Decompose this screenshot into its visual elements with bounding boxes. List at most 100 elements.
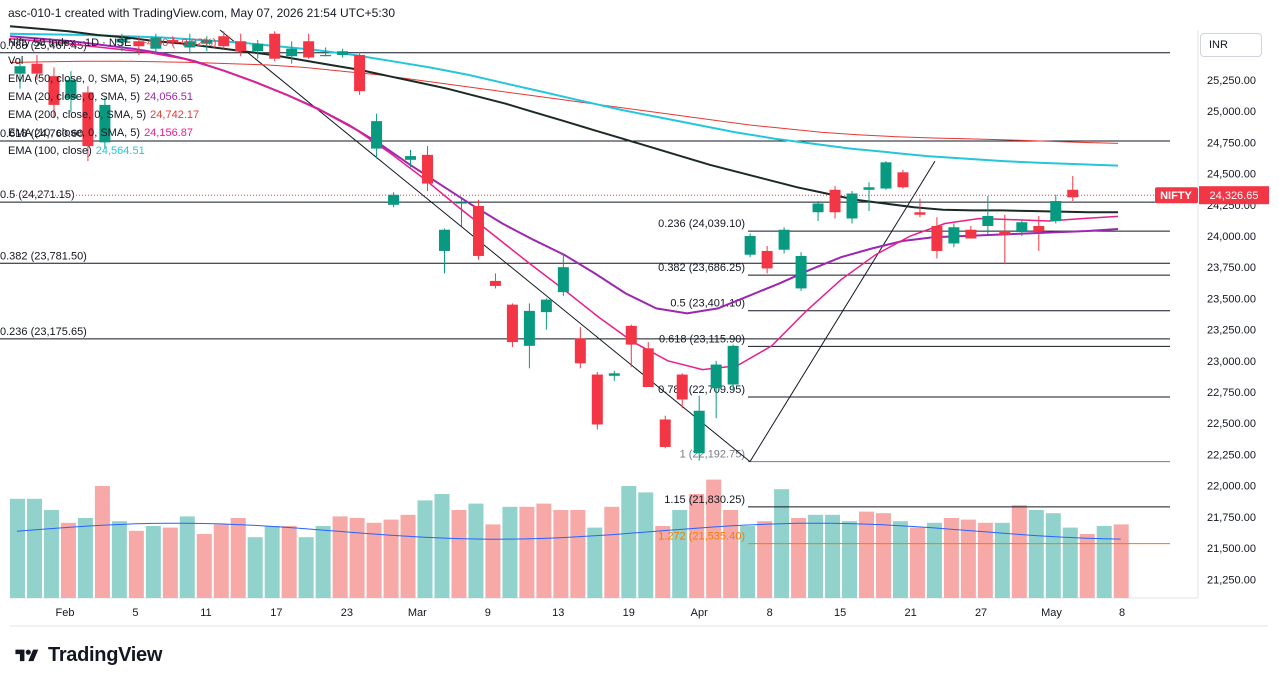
fib-level-label: 0.236 (23,175.65) — [0, 326, 87, 338]
candle-body — [489, 280, 501, 286]
tradingview-logo-icon — [15, 649, 39, 661]
indicator-label: EMA (50, close, 0, SMA, 5) — [8, 73, 141, 85]
candle-body — [184, 41, 196, 48]
indicator-ema50[interactable]: EMA (50, close, 0, SMA, 5) 24,190.65 — [8, 70, 216, 88]
volume-bar — [366, 522, 382, 598]
candle-body — [591, 374, 603, 425]
candle-body — [472, 206, 484, 256]
candle-body — [405, 156, 417, 160]
volume-bar — [26, 498, 42, 598]
x-tick-label: May — [1041, 607, 1062, 619]
candle-body — [252, 43, 264, 52]
candle-body — [778, 229, 790, 250]
candle-body — [880, 162, 892, 189]
candle-body — [286, 48, 298, 57]
ema100-line — [9, 32, 1119, 167]
candle-body — [693, 410, 705, 454]
volume-bar — [943, 518, 959, 598]
candle-body — [337, 51, 349, 55]
candle-body — [676, 374, 688, 400]
volume-bar — [1045, 513, 1061, 598]
trend-line-up — [749, 160, 936, 462]
candle-body — [354, 54, 366, 92]
candle-body — [608, 373, 620, 376]
volume-bar — [994, 522, 1010, 598]
volume-bar — [638, 492, 654, 598]
symbol-line[interactable]: Nifty 50 Index · 1D · NSE −4.30 (−0.02%) — [8, 34, 216, 52]
fib-level-label: 0.236 (24,039.10) — [658, 218, 745, 230]
candle-body — [642, 348, 654, 388]
candle-body — [218, 36, 230, 47]
x-tick-label: 8 — [767, 607, 773, 619]
volume-bar — [502, 506, 518, 598]
symbol-text: Nifty 50 Index · 1D · NSE — [8, 37, 132, 49]
candle-body — [540, 299, 552, 313]
candle-body — [99, 104, 111, 143]
x-tick-label: 5 — [132, 607, 138, 619]
candle-body — [82, 92, 94, 147]
candle-body — [761, 250, 773, 269]
x-tick-label: 8 — [1119, 607, 1125, 619]
volume-bar — [706, 479, 722, 598]
y-tick-label: 24,000.00 — [1207, 231, 1256, 243]
volume-bar — [434, 494, 450, 598]
candle-body — [65, 79, 77, 99]
candle-body — [303, 41, 315, 58]
candle-body — [523, 310, 535, 346]
volume-bar — [1062, 527, 1078, 598]
symbol-tag — [1155, 187, 1198, 204]
y-tick-label: 21,500.00 — [1207, 543, 1256, 555]
candle-body — [1050, 201, 1062, 221]
volume-bar — [909, 527, 925, 598]
candle-body — [1067, 189, 1079, 198]
volume-legend[interactable]: Vol — [8, 52, 216, 70]
candle-body — [201, 39, 213, 44]
volume-bar — [315, 526, 331, 598]
indicator-ema20[interactable]: EMA (20, close, 0, SMA, 5) 24,056.51 — [8, 88, 216, 106]
currency-selector[interactable]: INR — [1200, 33, 1262, 57]
candle-body — [931, 225, 943, 251]
volume-bar — [808, 514, 824, 598]
candle-body — [812, 203, 824, 213]
indicator-value: 24,156.87 — [144, 127, 193, 139]
candle-body — [744, 235, 756, 255]
indicator-ema200[interactable]: EMA (200, close, 0, SMA, 5) 24,742.17 — [8, 106, 216, 124]
x-tick-label: 27 — [975, 607, 987, 619]
volume-bar — [604, 506, 620, 598]
candle-body — [829, 189, 841, 213]
y-tick-label: 24,750.00 — [1207, 137, 1256, 149]
x-tick-label: 15 — [834, 607, 846, 619]
volume-bar — [128, 530, 144, 598]
volume-bar — [10, 498, 25, 598]
volume-label: Vol — [8, 55, 24, 67]
x-tick-label: 9 — [485, 607, 491, 619]
symbol-tag-label: NIFTY — [1160, 190, 1192, 202]
volume-bar — [519, 506, 535, 598]
indicator-legend: Nifty 50 Index · 1D · NSE −4.30 (−0.02%)… — [8, 34, 216, 160]
volume-ma-line — [16, 522, 1121, 540]
indicator-value: 24,190.65 — [144, 73, 193, 85]
x-tick-label: Feb — [56, 607, 75, 619]
volume-bar — [1028, 510, 1044, 598]
fib-level-label: 0.5 (23,401.10) — [670, 298, 745, 310]
candle-body — [999, 230, 1011, 235]
volume-bar — [570, 510, 586, 598]
volume-bar — [536, 503, 552, 598]
y-tick-label: 22,000.00 — [1207, 481, 1256, 493]
volume-bar — [1113, 524, 1129, 598]
indicator-ema10[interactable]: EMA (10, close, 0, SMA, 5) 24,156.87 — [8, 124, 216, 142]
volume-bar — [145, 526, 161, 598]
volume-bar — [60, 522, 76, 598]
tradingview-logo[interactable]: TradingView — [12, 644, 162, 667]
candle-body — [710, 364, 722, 389]
volume-bar — [791, 518, 807, 598]
volume-bar — [281, 526, 297, 598]
trend-line-down — [219, 29, 751, 462]
y-tick-label: 23,000.00 — [1207, 356, 1256, 368]
candle-body — [982, 216, 994, 226]
volume-bar — [162, 527, 178, 598]
indicator-ema100[interactable]: EMA (100, close) 24,564.51 — [8, 142, 216, 160]
candle-body — [320, 54, 332, 57]
indicator-label: EMA (100, close) — [8, 145, 92, 157]
